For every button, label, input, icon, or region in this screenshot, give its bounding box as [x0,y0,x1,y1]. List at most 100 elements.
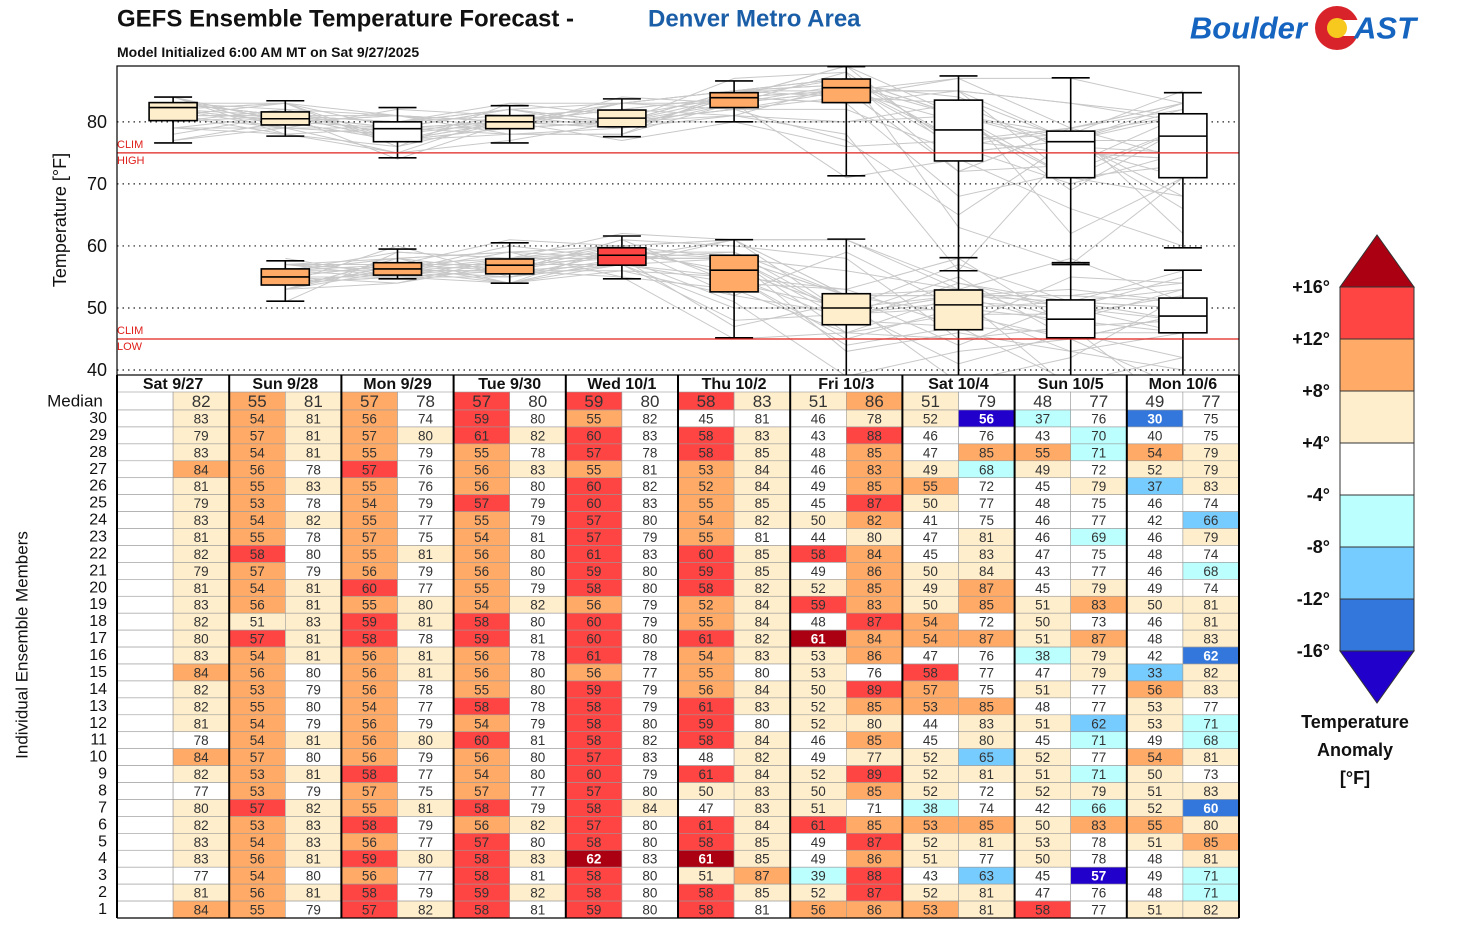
cell-value: 89 [867,682,882,697]
legend-label: +12° [1292,329,1330,349]
legend-label: -8° [1307,537,1330,557]
cell-value: 87 [867,496,882,511]
cell [116,748,174,766]
cell-value: 53 [1035,835,1050,850]
cell-value: 77 [1091,564,1106,579]
cell-value: 57 [474,784,489,799]
row-label: 24 [89,512,107,529]
cell-value: 76 [418,479,433,494]
row-label: 12 [89,715,107,732]
day-label: Mon 9/29 [363,376,432,393]
row-label: 8 [98,783,107,800]
cell-value: 55 [250,479,265,494]
cell-value: 84 [194,903,210,918]
cell-value: 83 [306,835,321,850]
cell-value: 79 [642,598,657,613]
cell-value: 53 [250,496,265,511]
cell-value: 52 [1035,750,1050,765]
cell-value: 56 [250,886,265,901]
cell [116,680,174,699]
cell-value: 80 [642,581,657,596]
cell-value: 84 [979,564,995,579]
cell-value: 80 [642,632,657,647]
cell-value: 58 [474,699,489,714]
cell-value: 80 [642,903,657,918]
box [148,101,198,122]
cell-value: 57 [250,428,265,443]
cell-value: 77 [418,699,433,714]
legend-bin [1339,598,1415,652]
cell-value: 80 [642,869,657,884]
cell-value: 83 [306,479,321,494]
cell-value: 79 [194,496,209,511]
cell-value: 79 [194,428,209,443]
cell-value: 60 [586,496,601,511]
cell-value: 81 [530,869,545,884]
cell [116,629,174,648]
cell-value: 56 [699,682,714,697]
cell-value: 81 [530,530,545,545]
row-label: 10 [89,749,107,766]
row-label: 21 [89,562,107,579]
cell-value: 52 [811,581,826,596]
cell-value: 77 [530,784,545,799]
row-label: 27 [89,461,107,478]
cell-value: 49 [1145,392,1164,411]
logo-left: Boulder [1190,11,1309,46]
cell-value: 81 [194,581,209,596]
cell-value: 58 [362,767,377,782]
cell-value: 81 [418,665,433,680]
cell-value: 49 [811,852,826,867]
cell-value: 58 [586,835,601,850]
row-label: 15 [89,664,107,681]
cell-value: 78 [194,733,209,748]
cell-value: 52 [699,598,714,613]
cell-value: 47 [1035,886,1050,901]
cell-value: 50 [1035,852,1050,867]
cell-value: 77 [979,496,994,511]
cell [116,612,174,631]
cell-value: 82 [530,428,545,443]
cell-value: 78 [867,411,882,426]
cell-value: 52 [923,750,938,765]
cell-value: 72 [979,784,994,799]
member-line [173,71,1184,266]
cell-value: 68 [979,462,994,477]
legend-title: Anomaly [1317,740,1393,760]
cell-value: 61 [699,699,714,714]
cell-value: 56 [362,649,377,664]
cell-value: 58 [699,886,714,901]
cell-value: 79 [1203,445,1218,460]
cell-value: 56 [979,411,995,426]
box [709,254,759,293]
cell-value: 58 [474,615,489,630]
cell-value: 57 [250,632,265,647]
cell-value: 75 [1091,547,1106,562]
cell-value: 56 [362,682,377,697]
cell-value: 84 [194,462,210,477]
cell-value: 87 [867,886,882,901]
cell-value: 79 [1091,784,1106,799]
cell-value: 62 [586,852,601,867]
y-axis-label: Temperature [°F] [50,153,70,287]
cell [116,646,174,665]
cell-value: 81 [306,581,321,596]
cell-value: 80 [642,513,657,528]
cell-value: 77 [1089,392,1108,411]
cell-value: 84 [642,801,658,816]
cell-value: 80 [418,733,433,748]
cell-value: 53 [923,818,938,833]
cell-value: 83 [1203,479,1218,494]
cell-value: 57 [250,564,265,579]
cell [116,833,174,851]
cell-value: 51 [923,852,938,867]
cell-value: 68 [1203,564,1218,579]
cell-value: 82 [194,615,209,630]
cell-value: 86 [867,564,882,579]
cell-value: 57 [1091,869,1106,884]
cell-value: 87 [1091,632,1106,647]
cell-value: 58 [697,392,716,411]
cell-value: 58 [699,581,714,596]
cell-value: 79 [642,682,657,697]
